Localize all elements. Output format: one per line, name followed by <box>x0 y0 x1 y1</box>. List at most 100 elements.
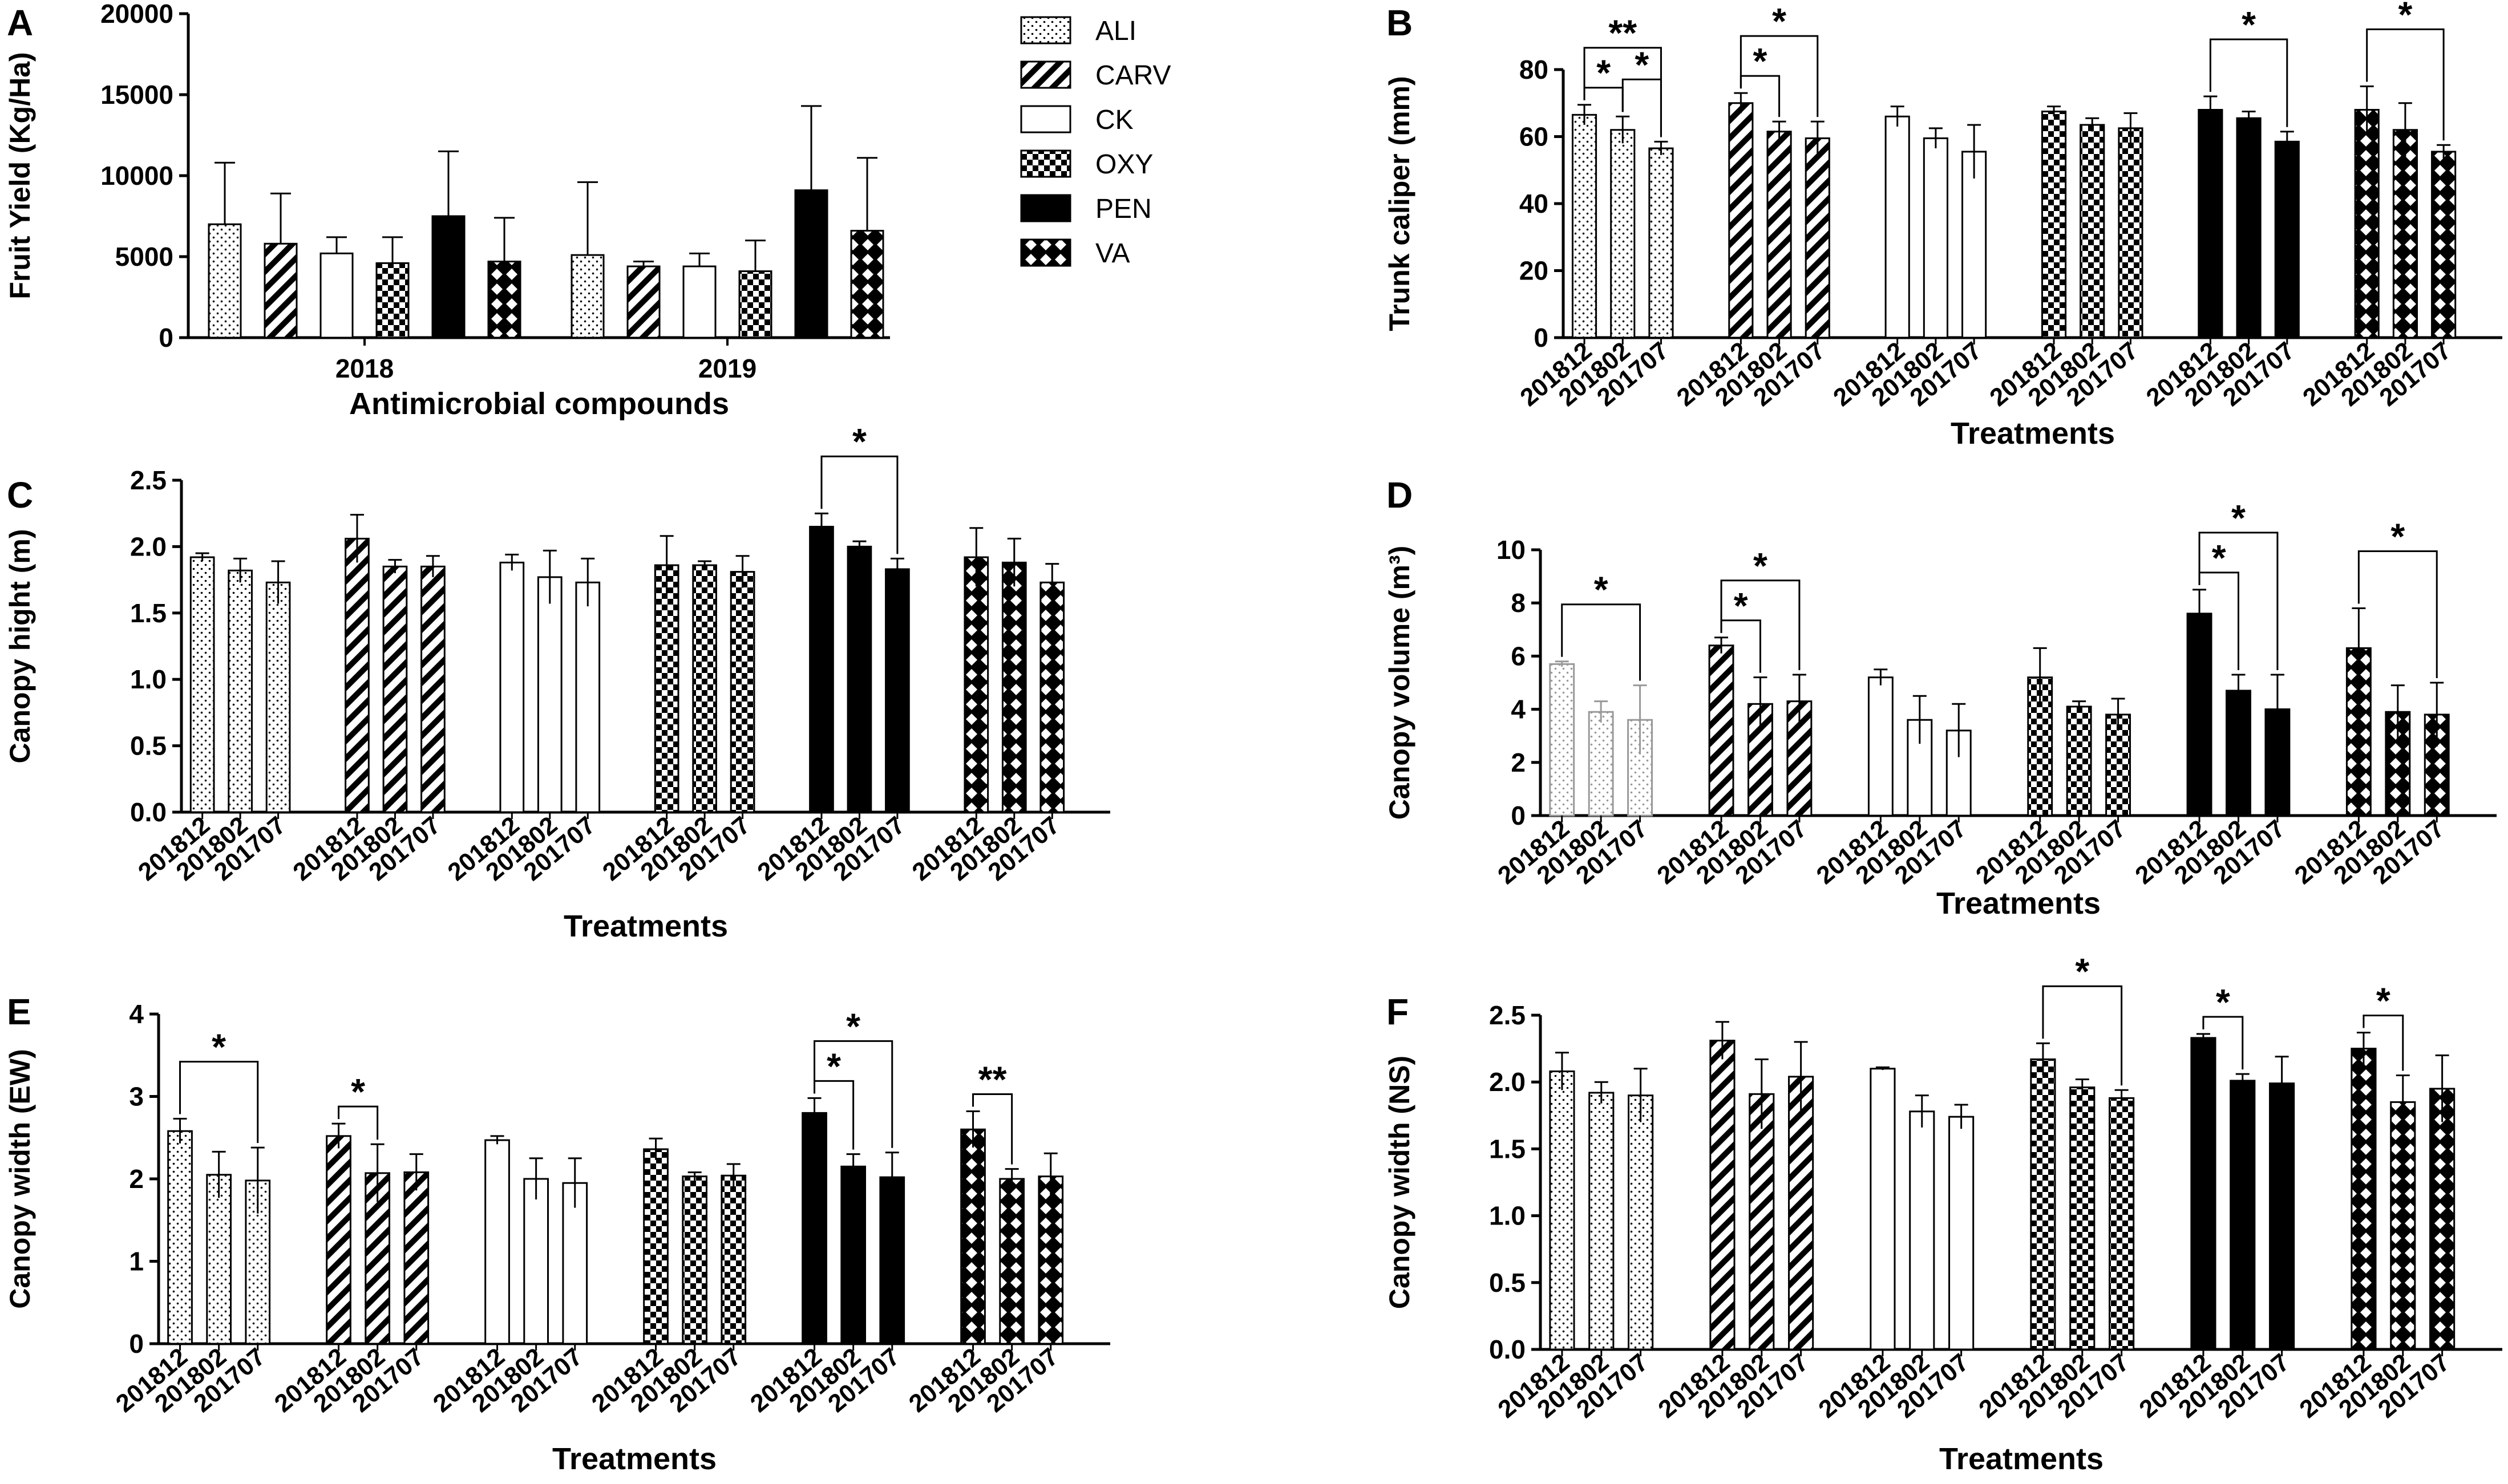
bar-ck-201812 <box>1884 115 1910 339</box>
bar-va-201802 <box>2390 1101 2416 1351</box>
significance-star: ** <box>978 1059 1007 1100</box>
bar-va-201707 <box>1038 1175 1064 1345</box>
bar-carv-201802 <box>1749 1093 1775 1351</box>
legend: ALI CARV CK OXY PEN VA <box>1020 16 1171 269</box>
bar-oxy-2019 <box>738 270 772 339</box>
bar-carv-201802 <box>382 565 408 813</box>
significance-bracket: ** <box>1583 13 1662 137</box>
bar-ck-201802 <box>1923 137 1948 339</box>
legend-swatch-ali <box>1020 16 1071 44</box>
significance-star: * <box>2075 951 2089 992</box>
y-tick-label: 20000 <box>100 0 173 29</box>
bar-ck-201707 <box>575 581 601 813</box>
bracket-line <box>1720 579 1801 671</box>
bar-ck-201802 <box>1909 1110 1935 1351</box>
bar-ck-201812 <box>499 561 525 813</box>
significance-star: * <box>1635 44 1649 85</box>
bar-pen-2019 <box>794 189 828 339</box>
bar-ck-201707 <box>1948 1116 1975 1351</box>
significance-star: * <box>351 1071 365 1112</box>
bar-oxy-201812 <box>654 564 679 813</box>
bar-va-201802 <box>1001 561 1027 813</box>
significance-bracket: ** <box>972 1059 1013 1165</box>
bar-carv-201707 <box>1805 137 1830 339</box>
bracket-line <box>2366 28 2445 141</box>
bracket-line <box>2202 1016 2244 1070</box>
significance-bracket: * <box>2363 980 2404 1071</box>
legend-swatch-va <box>1020 238 1071 267</box>
bar-va-201802 <box>2392 129 2418 339</box>
legend-label-carv: CARV <box>1095 60 1171 91</box>
bar-oxy-2018 <box>375 262 410 339</box>
bracket-line <box>1740 35 1819 117</box>
y-tick-label: 2 <box>129 1164 144 1194</box>
significance-star: * <box>852 421 867 462</box>
panel-c: C 0.0 0.5 1.0 1.5 2.0 2.5 Canopy hight (m) Treat… <box>4 421 1110 943</box>
bar-pen-201707 <box>2269 1082 2295 1351</box>
significance-star: * <box>212 1027 226 1068</box>
y-axis-label: Canopy width (EW) <box>4 1049 36 1309</box>
y-tick-label: 1.0 <box>1489 1201 1526 1231</box>
bar-ali-201812 <box>1549 663 1575 817</box>
bar-ck-201812 <box>1870 1068 1896 1351</box>
bracket-line <box>2363 1014 2404 1071</box>
significance-bracket: * <box>2042 951 2123 1086</box>
y-tick-label: 0.0 <box>1489 1335 1526 1364</box>
bar-carv-201707 <box>420 565 446 813</box>
bracket-line <box>2357 550 2438 678</box>
x-tick-label: 2019 <box>698 354 757 383</box>
bar-carv-2019 <box>626 265 661 339</box>
significance-star: ** <box>1608 13 1637 54</box>
y-tick-label: 2.0 <box>130 532 167 561</box>
bar-carv-2018 <box>264 242 298 339</box>
bar-pen-201812 <box>2198 109 2223 339</box>
y-axis-label: Canopy width (NS) <box>1384 1056 1415 1309</box>
significance-star: * <box>2212 537 2226 578</box>
x-axis-label: Treatments <box>564 909 728 943</box>
bar-ali-201707 <box>265 581 291 813</box>
legend-label-va: VA <box>1095 238 1130 269</box>
bar-pen-201802 <box>2230 1080 2256 1351</box>
bar-oxy-201812 <box>2027 676 2053 817</box>
y-tick-label: 15000 <box>100 80 173 110</box>
y-axis-label: Trunk caliper (mm) <box>1384 76 1415 331</box>
x-axis-label: Treatments <box>552 1442 717 1476</box>
bar-ck-2018 <box>319 252 354 339</box>
bracket-line <box>179 1061 259 1144</box>
significance-star: * <box>827 1045 841 1086</box>
significance-bracket: * <box>1720 545 1801 671</box>
bar-ali-201707 <box>1648 147 1674 339</box>
panel-f: F 0.0 0.5 1.0 1.5 2.0 2.5 Canopy width (NS) Trea… <box>1384 951 2502 1476</box>
bar-carv-201812 <box>1709 1040 1736 1351</box>
x-axis-label: Treatments <box>1936 886 2101 921</box>
bar-pen-201812 <box>2186 613 2212 817</box>
bar-va-2018 <box>487 261 521 339</box>
bar-pen-201802 <box>847 545 872 813</box>
y-tick-label: 1 <box>129 1247 144 1276</box>
bar-pen-201812 <box>802 1112 827 1345</box>
bar-carv-201812 <box>326 1135 351 1345</box>
bar-pen-2018 <box>431 215 466 339</box>
significance-star: * <box>1753 545 1767 586</box>
bar-ali-201707 <box>1628 1094 1654 1351</box>
y-tick-label: 0.5 <box>1489 1268 1526 1298</box>
bar-ali-201802 <box>1588 1092 1615 1351</box>
legend-swatch-pen <box>1020 194 1071 222</box>
significance-bracket: * <box>338 1071 379 1140</box>
bar-ali-2019 <box>571 254 605 339</box>
bar-oxy-201707 <box>730 571 755 813</box>
x-axis-label: Treatments <box>1939 1442 2104 1476</box>
panel-letter: A <box>7 2 33 43</box>
significance-bracket: * <box>2357 516 2438 678</box>
bar-pen-201802 <box>2226 690 2251 817</box>
bar-va-201707 <box>2431 151 2457 339</box>
y-tick-label: 2.0 <box>1489 1067 1526 1097</box>
panel-letter: B <box>1386 2 1413 43</box>
bar-carv-201707 <box>1788 1076 1814 1351</box>
bar-carv-201707 <box>403 1171 430 1345</box>
significance-bracket: * <box>2198 497 2279 671</box>
bar-carv-201802 <box>1766 131 1792 339</box>
panel-letter: F <box>1386 991 1409 1032</box>
significance-star: * <box>2390 516 2405 557</box>
